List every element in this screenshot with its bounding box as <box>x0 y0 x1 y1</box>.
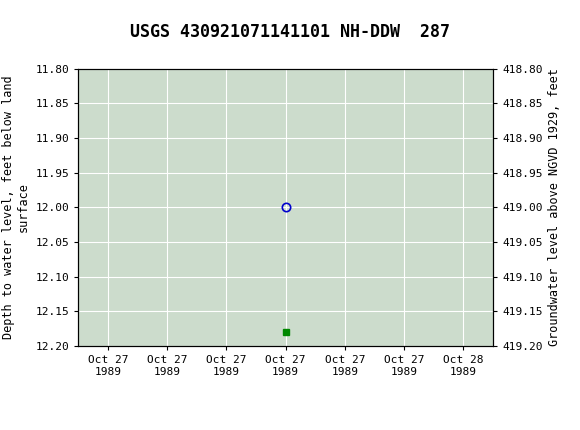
Text: USGS 430921071141101 NH-DDW  287: USGS 430921071141101 NH-DDW 287 <box>130 23 450 41</box>
Y-axis label: Groundwater level above NGVD 1929, feet: Groundwater level above NGVD 1929, feet <box>548 68 561 347</box>
Text: ╳USGS: ╳USGS <box>9 6 75 27</box>
Y-axis label: Depth to water level, feet below land
surface: Depth to water level, feet below land su… <box>2 76 30 339</box>
